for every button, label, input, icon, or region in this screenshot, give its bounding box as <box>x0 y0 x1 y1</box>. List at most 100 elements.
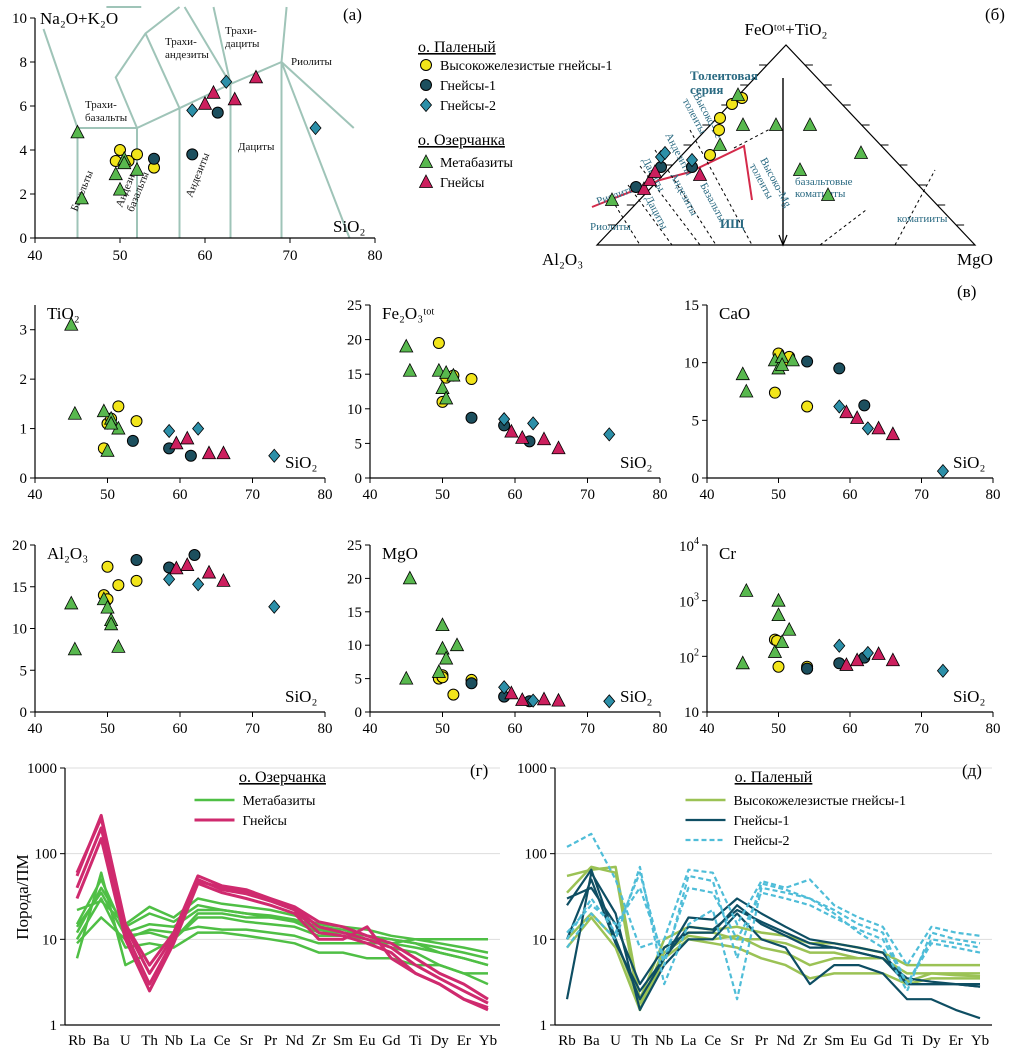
chart-title: о. Паленый <box>735 769 813 786</box>
panel-letter: (в) <box>957 282 976 301</box>
data-point <box>739 383 754 398</box>
y-tick-label: 2 <box>20 372 28 388</box>
legend-marker <box>420 79 432 91</box>
y-tick-label: 10 <box>347 638 362 654</box>
harker-5: 40 50 60 70 80 0 5 10 15 20 Al₂O₃ SiO₂ <box>12 538 333 737</box>
x-tick-label: Ti <box>409 1033 422 1049</box>
x-tick-label: 40 <box>700 721 715 737</box>
x-tick-label: Gd <box>874 1033 893 1049</box>
data-point <box>431 664 447 678</box>
data-point <box>268 448 281 463</box>
x-tick-label: 80 <box>318 721 333 737</box>
ternary-dashed <box>639 165 701 246</box>
x-tick-label: 80 <box>318 487 333 503</box>
chart-title: о. Озерчанка <box>239 769 326 786</box>
data-point <box>449 637 465 652</box>
y-tick-label: 4 <box>20 143 28 159</box>
y-tick-label: 103 <box>679 592 699 611</box>
x-axis-title: SiO₂ <box>953 687 985 706</box>
data-point <box>435 640 450 655</box>
data-point <box>603 694 616 709</box>
y-tick-label: 104 <box>679 536 699 555</box>
spider-8: 1 10 100 1000 Rb Ba U Th Nb La Ce Sr Pr Nd Zr Sm Eu Gd Ti D… <box>27 761 500 1049</box>
y-tick-label: 10 <box>347 402 362 418</box>
legend-top: о. Паленый Высокожелезистые гнейсы-1 Гнейс… <box>418 39 612 191</box>
data-point <box>169 435 184 450</box>
tas-boundary <box>114 6 181 129</box>
harker-3: 40 50 60 70 80 0 5 10 15 20 25 Fe₂O₃ᵗᵒᵗ SiO₂ <box>347 298 668 503</box>
y-tick-label: 0 <box>20 471 28 487</box>
x-tick-label: 40 <box>28 487 43 503</box>
data-point <box>180 557 195 571</box>
data-point <box>117 155 132 170</box>
y-tick-label: 1 <box>540 1018 548 1034</box>
x-tick-label: Dy <box>430 1033 449 1049</box>
chart-title: TiO₂ <box>47 304 80 323</box>
y-tick-label: 15 <box>347 605 362 621</box>
data-point <box>801 400 814 413</box>
x-tick-label: Nb <box>655 1033 673 1049</box>
x-tick-label: 60 <box>198 248 213 264</box>
data-point <box>936 663 949 678</box>
x-tick-label: 70 <box>245 721 260 737</box>
x-tick-label: Yb <box>971 1033 989 1049</box>
chart-title: CaO <box>719 304 750 323</box>
x-axis-title: SiO₂ <box>620 453 652 472</box>
data-point <box>685 152 699 168</box>
chart-title: Cr <box>719 544 736 563</box>
panel-letter: (а) <box>343 5 362 24</box>
harker-7: 40 50 60 70 80 10 102 103 104 Cr SiO₂ <box>679 536 1001 737</box>
series-line <box>566 886 981 988</box>
legend-label: Метабазиты <box>440 156 513 171</box>
ternary-apex-right: MgO <box>957 250 993 269</box>
y-tick-label: 8 <box>20 55 28 71</box>
data-point <box>108 166 123 181</box>
data-point <box>774 357 790 371</box>
data-point <box>309 120 322 136</box>
y-tick-label: 0 <box>20 231 28 247</box>
y-tick-label: 10 <box>12 11 27 27</box>
ternary-dashed <box>894 169 936 246</box>
series-line <box>75 878 489 960</box>
series-line <box>566 832 981 967</box>
legend-marker <box>419 97 433 113</box>
y-tick-label: 10 <box>684 356 699 372</box>
field-label-rot: Базальты <box>69 168 96 213</box>
y-tick-label: 15 <box>347 367 362 383</box>
data-point <box>768 117 784 131</box>
data-point <box>636 181 652 195</box>
y-tick-label: 0 <box>692 471 700 487</box>
ish-label: ИЩ <box>720 216 745 231</box>
series-line <box>75 837 489 1009</box>
series-line <box>75 897 488 975</box>
data-point <box>771 592 786 607</box>
data-point <box>712 137 728 151</box>
data-point <box>435 380 450 394</box>
data-point <box>114 144 126 156</box>
data-point <box>67 641 83 656</box>
x-tick-label: La <box>190 1033 206 1049</box>
data-point <box>188 549 201 562</box>
data-point <box>771 607 786 622</box>
data-point <box>647 164 663 178</box>
x-tick-label: Ti <box>901 1033 914 1049</box>
y-tick-label: 20 <box>12 538 27 554</box>
x-tick-label: Pr <box>755 1033 768 1049</box>
data-point <box>201 445 217 460</box>
data-point <box>184 449 197 462</box>
panel-letter: (г) <box>470 761 488 780</box>
tas-boundary <box>144 32 181 109</box>
x-tick-label: 40 <box>700 487 715 503</box>
series-line <box>566 886 981 986</box>
x-tick-label: 80 <box>368 248 383 264</box>
y-tick-label: 100 <box>525 847 548 863</box>
ternary-field: Базальты <box>697 181 728 225</box>
data-point <box>169 560 184 575</box>
data-point <box>792 162 808 176</box>
x-axis-title: SiO₂ <box>333 217 365 236</box>
data-point <box>498 680 511 695</box>
data-point <box>861 421 874 436</box>
data-point <box>739 582 754 597</box>
x-tick-label: 50 <box>435 487 450 503</box>
harker-6: 40 50 60 70 80 0 5 10 15 20 25 MgO SiO₂ <box>347 538 668 737</box>
